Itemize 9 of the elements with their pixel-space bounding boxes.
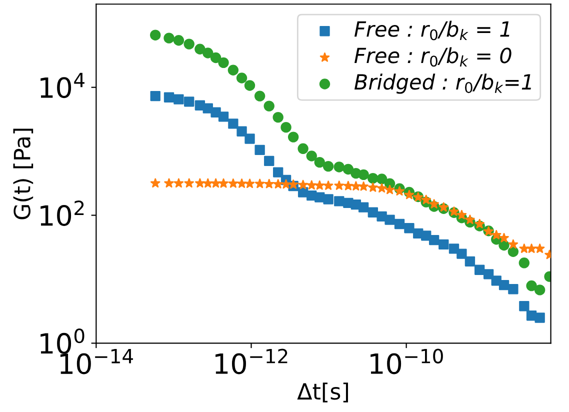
legend-label: Free : r$_{0}$/b$_{k}$ = 1: [354, 20, 510, 40]
x-tick-label: 10$^{−12}$: [216, 348, 288, 374]
legend-label: Free : r$_{0}$/b$_{k}$ = 0: [354, 47, 512, 67]
x-axis-title: Δt[s]: [297, 382, 348, 402]
y-tick-label: 10$^{2}$: [40, 200, 84, 226]
x-tick-label: 10$^{−10}$: [370, 348, 443, 374]
legend-label: Bridged : r$_{0}$/b$_{k}$=1: [354, 74, 531, 94]
y-tick-label: 10$^{4}$: [40, 72, 84, 98]
y-axis-title: G(t) [Pa]: [13, 128, 34, 220]
